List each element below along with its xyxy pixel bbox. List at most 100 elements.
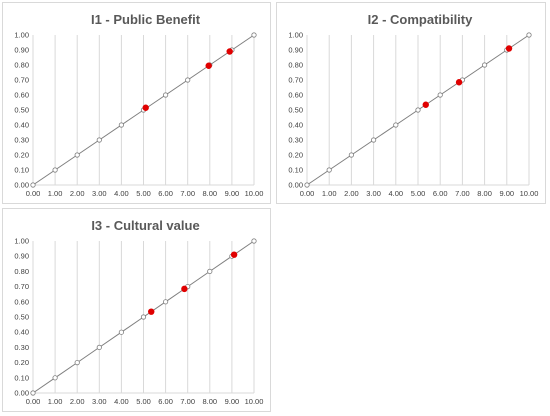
y-tick-label: 0.50: [14, 313, 29, 322]
highlight-point: [505, 45, 513, 52]
y-tick-label: 0.60: [14, 91, 29, 100]
chart-panel-i3: I3 - Cultural value 0.00 1.00 2.00 3.00 4.00 5…: [2, 208, 271, 412]
highlight-point: [230, 251, 238, 258]
chart-i2: I2 - Compatibility 0.00 1.00 2.00 3.00 4.00 5.…: [288, 12, 539, 198]
x-tick-label: 8.00: [202, 397, 217, 406]
x-tick-label: 3.00: [92, 189, 107, 198]
chart-title: I2 - Compatibility: [368, 12, 474, 27]
reference-point: [185, 77, 191, 83]
x-tick-label: 2.00: [70, 397, 85, 406]
x-tick-label: 3.00: [92, 397, 107, 406]
x-tick-label: 0.00: [26, 397, 41, 406]
x-tick-label: 4.00: [114, 397, 129, 406]
x-tick-label: 9.00: [225, 189, 240, 198]
x-tick-label: 8.00: [202, 189, 217, 198]
y-tick-label: 0.90: [14, 46, 29, 55]
reference-point: [415, 107, 421, 113]
reference-point: [96, 137, 102, 143]
reference-point: [526, 32, 532, 38]
reference-point: [371, 137, 377, 143]
y-tick-label: 0.00: [288, 181, 303, 190]
reference-point: [251, 238, 257, 244]
y-tick-label: 1.00: [288, 31, 303, 40]
reference-point: [118, 122, 125, 128]
x-tick-label: 8.00: [477, 189, 492, 198]
y-tick-label: 0.50: [288, 106, 303, 115]
chart-i3: I3 - Cultural value 0.00 1.00 2.00 3.00 4.00 5…: [14, 218, 263, 406]
reference-point: [52, 375, 58, 381]
x-tick-label: 6.00: [158, 397, 173, 406]
highlight-point: [422, 101, 429, 108]
reference-point: [326, 167, 332, 173]
y-tick-label: 0.90: [14, 252, 29, 261]
chart-i1: I1 - Public Benefit 0.00 1.00 2.00 3.00 4.00 5…: [14, 12, 264, 198]
x-tick-label: 3.00: [366, 189, 381, 198]
chart-title: I3 - Cultural value: [91, 218, 199, 233]
reference-point: [140, 314, 147, 320]
x-tick-label: 5.00: [411, 189, 426, 198]
x-tick-label: 10.00: [245, 189, 264, 198]
y-tick-label: 0.30: [14, 343, 29, 352]
x-tick-label: 0.00: [26, 189, 41, 198]
x-tick-label: 9.00: [225, 397, 240, 406]
y-tick-label: 0.80: [14, 61, 29, 70]
reference-point: [96, 344, 102, 350]
x-tick-label: 10.00: [520, 189, 539, 198]
y-tick-label: 0.40: [288, 121, 303, 130]
x-tick-label: 9.00: [499, 189, 514, 198]
highlight-point: [205, 62, 212, 69]
y-tick-label: 0.80: [14, 267, 29, 276]
y-tick-label: 0.50: [14, 106, 29, 115]
chart-panel-i1: I1 - Public Benefit 0.00 1.00 2.00 3.00 4.00 5…: [2, 2, 271, 204]
y-tick-label: 0.00: [14, 181, 29, 190]
y-tick-label: 0.20: [288, 151, 303, 160]
x-tick-label: 5.00: [136, 397, 151, 406]
y-tick-label: 0.30: [14, 136, 29, 145]
y-tick-label: 0.20: [14, 151, 29, 160]
reference-point: [482, 62, 488, 68]
reference-point: [348, 152, 355, 158]
reference-point: [393, 122, 399, 128]
x-tick-label: 7.00: [180, 189, 195, 198]
y-tick-label: 0.70: [14, 76, 29, 85]
x-tick-label: 5.00: [136, 189, 151, 198]
x-tick-label: 1.00: [322, 189, 337, 198]
y-tick-label: 0.00: [14, 389, 29, 398]
reference-point: [118, 329, 125, 335]
highlight-point: [181, 285, 188, 293]
x-tick-label: 4.00: [114, 189, 129, 198]
reference-point: [30, 182, 36, 188]
x-tick-label: 7.00: [455, 189, 470, 198]
reference-point: [251, 32, 257, 38]
y-tick-label: 0.60: [288, 91, 303, 100]
x-tick-label: 2.00: [70, 189, 85, 198]
reference-point: [30, 390, 36, 396]
highlight-point: [226, 48, 233, 55]
x-tick-label: 2.00: [344, 189, 359, 198]
x-tick-label: 4.00: [388, 189, 403, 198]
y-tick-label: 0.60: [14, 297, 29, 306]
x-tick-label: 6.00: [158, 189, 173, 198]
x-tick-label: 6.00: [433, 189, 448, 198]
reference-point: [437, 92, 443, 98]
reference-point: [207, 268, 213, 275]
y-tick-label: 0.10: [14, 373, 29, 382]
reference-point: [304, 182, 310, 188]
y-tick-label: 0.10: [14, 166, 29, 175]
chart-panel-i2: I2 - Compatibility 0.00 1.00 2.00 3.00 4.00 5.…: [276, 2, 546, 204]
y-tick-label: 0.40: [14, 328, 29, 337]
reference-point: [74, 360, 80, 366]
reference-point: [163, 299, 169, 305]
y-tick-label: 0.70: [288, 76, 303, 85]
reference-point: [52, 167, 58, 173]
y-tick-label: 0.20: [14, 358, 29, 367]
chart-title: I1 - Public Benefit: [91, 12, 201, 27]
y-tick-label: 0.90: [288, 46, 303, 55]
x-tick-label: 7.00: [180, 397, 195, 406]
x-tick-label: 1.00: [48, 397, 63, 406]
reference-point: [163, 92, 169, 98]
y-tick-label: 0.40: [14, 121, 29, 130]
y-tick-label: 0.80: [288, 61, 303, 70]
y-tick-label: 0.30: [288, 136, 303, 145]
reference-point: [74, 152, 80, 158]
